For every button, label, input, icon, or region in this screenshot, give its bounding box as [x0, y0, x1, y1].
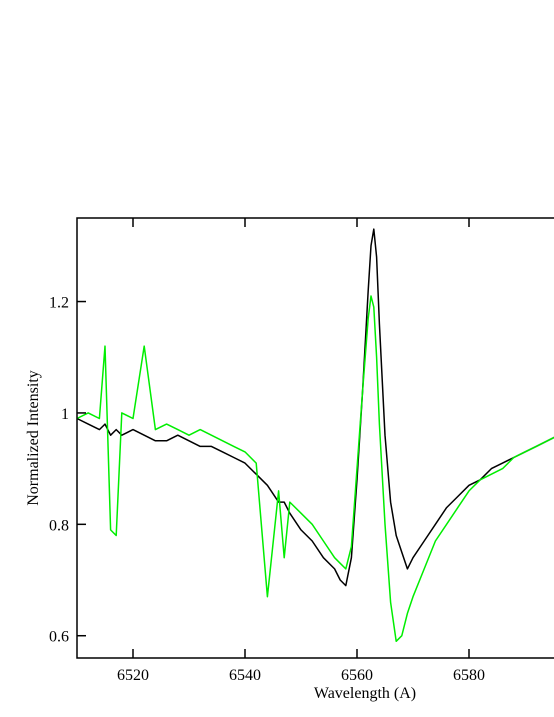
y-tick-label: 0.6 [49, 629, 69, 646]
x-axis-label: Wavelength (A) [314, 685, 416, 702]
x-tick-label: 6540 [229, 667, 261, 684]
x-tick-label: 6580 [453, 667, 485, 684]
y-tick-label: 0.8 [49, 517, 69, 534]
x-tick-label: 6560 [341, 667, 373, 684]
spectrum-line [76, 228, 554, 587]
x-tick-label: 6520 [117, 667, 149, 684]
y-tick-label: 1.2 [49, 295, 69, 312]
y-axis-label: Normalized Intensity [25, 370, 42, 506]
spectrum-line [76, 295, 554, 643]
y-tick-label: 1 [61, 406, 69, 423]
